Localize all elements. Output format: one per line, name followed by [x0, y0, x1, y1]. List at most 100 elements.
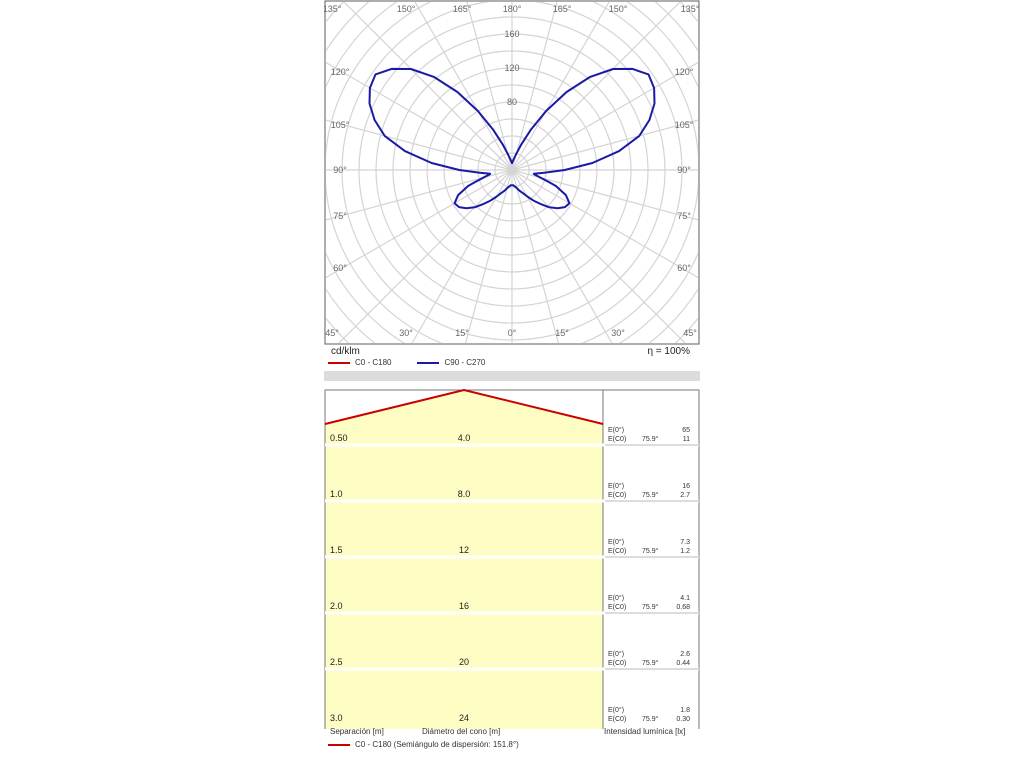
grid-spoke — [326, 61, 513, 171]
angle-label-right: 60° — [677, 263, 691, 273]
angle-label-bottom: 15° — [555, 328, 569, 338]
angle-label-bottom: 45° — [683, 328, 697, 338]
row-separation: 2.5 — [330, 657, 343, 667]
divider-band — [324, 371, 700, 381]
header-diameter: Diámetro del cono [m] — [422, 727, 501, 736]
row-angle: 75.9° — [642, 435, 659, 443]
cone-chart: 0.50 4.0 E(0°) 65 E(C0) 75.9° 11 1.0 8.0 E(0°) 16 E… — [324, 389, 700, 729]
grid-spoke — [511, 2, 681, 171]
radial-tick-label: 120 — [504, 63, 519, 73]
row-ec0-value: 1.2 — [680, 548, 690, 555]
angle-label-right: 120° — [675, 67, 694, 77]
row-separation: 3.0 — [330, 713, 343, 723]
row-e0-value: 2.6 — [680, 651, 690, 658]
cone-legend-label: C0 - C180 (Semiángulo de dispersión: 151… — [355, 740, 519, 749]
row-e0-label: E(0°) — [608, 482, 624, 490]
angle-label-right: 75° — [677, 211, 691, 221]
angle-label-top: 150° — [397, 4, 416, 14]
row-ec0-value: 2.7 — [680, 492, 690, 499]
angle-label-top: 165° — [453, 4, 472, 14]
angle-label-right: 105° — [675, 120, 694, 130]
angle-label-left: 105° — [331, 120, 350, 130]
row-angle: 75.9° — [642, 547, 659, 555]
angle-label-top: 180° — [503, 4, 522, 14]
row-ec0-value: 0.30 — [676, 716, 690, 723]
grid-spoke — [343, 2, 513, 171]
row-diameter: 20 — [459, 657, 469, 667]
cone-outline — [324, 389, 604, 425]
row-ec0-label: E(C0) — [608, 716, 626, 723]
angle-label-left: 60° — [333, 263, 347, 273]
row-separation: 1.0 — [330, 489, 343, 499]
angle-label-left: 75° — [333, 211, 347, 221]
row-e0-label: E(0°) — [608, 426, 624, 434]
row-diameter: 4.0 — [458, 433, 471, 443]
row-e0-label: E(0°) — [608, 538, 624, 546]
angle-label-right: 90° — [677, 165, 691, 175]
angle-label-bottom: 30° — [399, 328, 413, 338]
grid-spoke — [411, 169, 513, 343]
angle-label-bottom: 15° — [455, 328, 469, 338]
grid-spoke — [511, 61, 698, 171]
angle-label-bottom: 0° — [508, 328, 517, 338]
polar-chart: 135° 150° 165° 180° 165° 150° 135° 45° 30° 15° 0° 1… — [324, 0, 700, 345]
angle-label-top: 150° — [609, 4, 628, 14]
row-diameter: 12 — [459, 545, 469, 555]
cone-fill — [325, 390, 603, 729]
header-separation: Separación [m] — [330, 727, 384, 736]
row-angle: 75.9° — [642, 603, 659, 611]
row-e0-value: 4.1 — [680, 595, 690, 602]
grid-spoke — [511, 169, 686, 343]
grid-spoke — [511, 169, 613, 343]
row-diameter: 24 — [459, 713, 469, 723]
radial-tick-label: 80 — [507, 97, 517, 107]
grid-spoke — [511, 119, 698, 171]
row-e0-label: E(0°) — [608, 594, 624, 602]
row-ec0-label: E(C0) — [608, 436, 626, 443]
row-angle: 75.9° — [642, 715, 659, 723]
row-e0-label: E(0°) — [608, 650, 624, 658]
unit-label: cd/klm — [331, 346, 360, 357]
header-illuminance: Intensidad lumínica [lx] — [604, 727, 686, 736]
grid-spoke — [511, 169, 698, 221]
row-ec0-label: E(C0) — [608, 548, 626, 555]
radial-tick-label: 160 — [504, 29, 519, 39]
grid-spoke — [511, 169, 559, 343]
legend-label-c90: C90 - C270 — [444, 358, 486, 367]
grid-spoke — [511, 169, 698, 279]
polar-grid — [326, 2, 698, 343]
row-ec0-label: E(C0) — [608, 492, 626, 499]
grid-spoke — [511, 2, 558, 171]
row-e0-value: 1.8 — [680, 707, 690, 714]
row-e0-label: E(0°) — [608, 706, 624, 714]
row-ec0-value: 0.44 — [676, 660, 690, 667]
grid-spoke — [466, 2, 513, 171]
row-diameter: 16 — [459, 601, 469, 611]
polar-diagram-panel: 135° 150° 165° 180° 165° 150° 135° 45° 30° 15° 0° 1… — [324, 0, 700, 381]
row-e0-value: 16 — [682, 483, 690, 490]
row-angle: 75.9° — [642, 491, 659, 499]
row-e0-value: 7.3 — [680, 539, 690, 546]
angle-label-top: 165° — [553, 4, 572, 14]
cone-frame — [324, 389, 700, 729]
cone-legend-swatch — [328, 743, 350, 746]
efficiency-label: η = 100% — [647, 346, 690, 357]
row-separation: 2.0 — [330, 601, 343, 611]
legend-swatch-c0 — [328, 361, 350, 364]
cone-diagram-panel: 0.50 4.0 E(0°) 65 E(C0) 75.9° 11 1.0 8.0 E(0°) 16 E… — [324, 389, 700, 768]
legend-label-c0: C0 - C180 — [355, 358, 392, 367]
grid-spoke — [326, 169, 513, 221]
polar-legend: C0 - C180 C90 - C270 — [328, 358, 485, 367]
series-curve-1 — [368, 67, 656, 210]
row-diameter: 8.0 — [458, 489, 471, 499]
grid-spoke — [338, 169, 513, 343]
row-angle: 75.9° — [642, 659, 659, 667]
angle-label-top: 135° — [324, 4, 342, 14]
row-ec0-value: 11 — [683, 436, 690, 443]
cone-legend: C0 - C180 (Semiángulo de dispersión: 151… — [328, 740, 519, 749]
angle-label-left: 90° — [333, 165, 347, 175]
grid-spoke — [465, 169, 513, 343]
angle-label-top: 135° — [681, 4, 700, 14]
legend-swatch-c90 — [417, 361, 440, 364]
grid-spoke — [326, 119, 513, 171]
